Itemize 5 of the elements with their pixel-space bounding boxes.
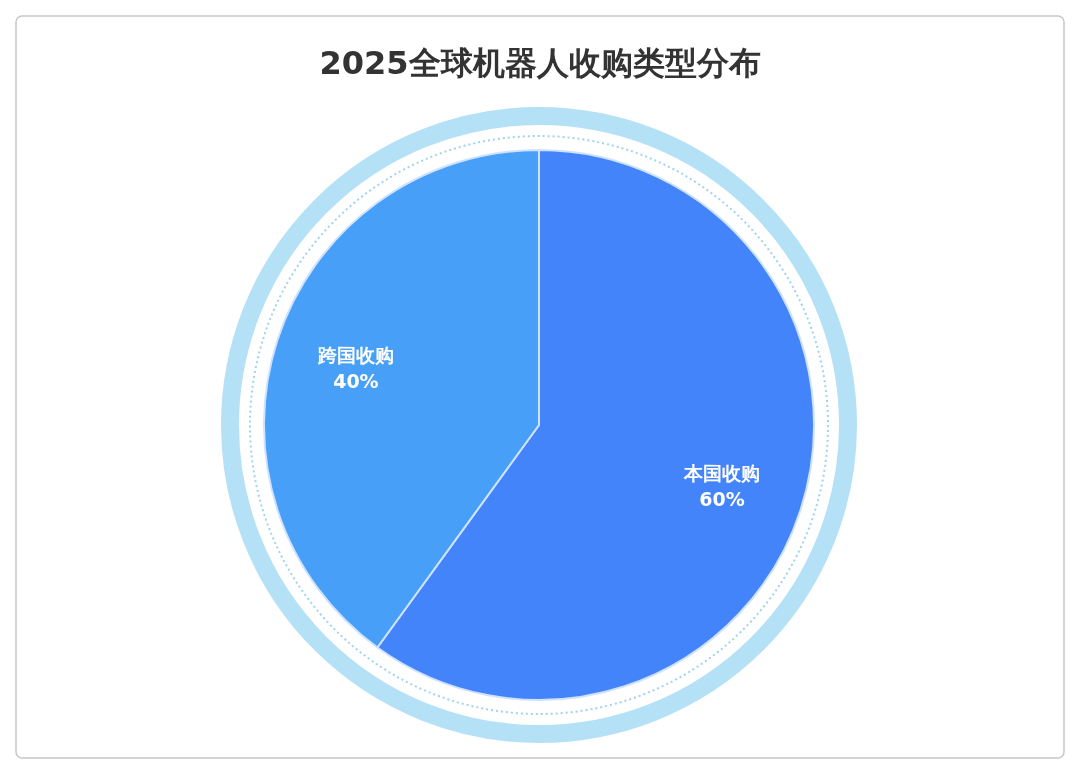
slice-label: 本国收购 [683,462,761,485]
slice-label: 跨国收购 [316,343,394,366]
chart-title: 2025全球机器人收购类型分布 [319,44,761,82]
data-label: 60% [699,488,745,511]
data-label: 40% [333,369,379,392]
